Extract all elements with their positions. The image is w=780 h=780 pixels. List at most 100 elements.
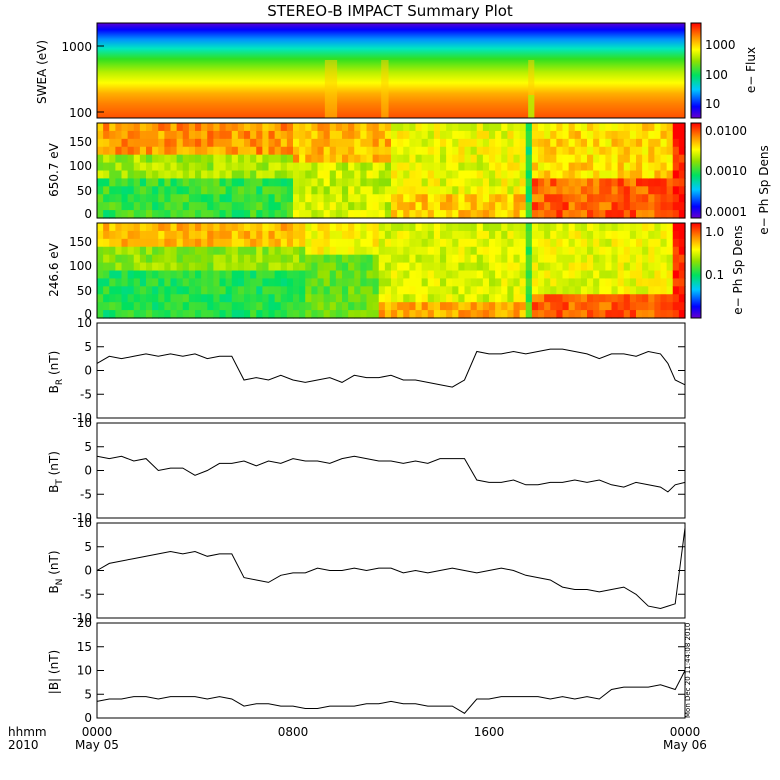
pad650-cells-cell [139,130,147,140]
swea-cbar-tick: 100 [705,68,728,82]
pad246-cells-cell [109,302,116,311]
pad650-cells-cell [366,170,374,180]
pad650-cells-cell [440,194,447,203]
pad650-cells-cell [556,210,564,219]
pad246-cells-cell [299,302,306,311]
pad650-cells-cell [446,162,453,172]
pad650-cells-cell [464,130,472,140]
pad650-cells-cell [348,194,355,203]
pad246-cells-cell [648,246,655,256]
pad650-cells-cell [501,210,508,219]
pad246-cells-cell [593,270,600,280]
pad650-cells-cell [372,178,380,187]
pad650-cells-cell [556,194,564,203]
pad246-cells-cell [115,294,123,303]
pad650-cells-cell [666,146,674,156]
pad650-cells-cell [139,146,147,156]
pad246-cells-cell [378,246,386,256]
pad246-cells-cell [286,223,294,232]
pad246-cells-cell [470,262,478,272]
pad650-cells-cell [593,210,600,219]
pad650-cells-cell [580,154,588,164]
pad246-cells-cell [213,310,221,319]
pad246-cells-cell [507,254,515,264]
pad650-cells-cell [415,210,423,219]
time-tick-label: 0000 [82,725,113,739]
pad246-cells-cell [556,238,564,248]
pad246-cells-cell [593,294,600,303]
pad650-cells-cell [323,146,331,156]
pad246-cells-cell [525,230,533,240]
pad650-cells-cell [489,186,496,195]
pad650-cells-cell [103,123,110,132]
pad246-cells-cell [305,302,312,311]
pad650-cells-cell [384,123,392,132]
pad246-cells-cell [538,302,545,311]
pad650-cells-cell [360,194,368,203]
pad650-cells-cell [121,178,129,187]
pad650-cells-cell [207,194,214,203]
pad246-cells-cell [636,223,643,232]
pad246-cells-cell [642,238,649,248]
pad246-cells-cell [666,254,674,264]
pad246-cells-cell [666,262,674,272]
pad650-cells-cell [127,138,135,148]
pad650-cells-cell [660,194,668,203]
pad650-cells-cell [605,202,613,211]
pad246-cells-cell [593,246,600,256]
pad246-cells-cell [323,278,331,287]
pad246-cells-cell [268,230,276,240]
pad650-cells-cell [513,194,521,203]
pad246-cells-cell [574,246,582,256]
pad650-cells-cell [519,202,527,211]
pad650-cells-cell [121,186,129,195]
pad246-cells-cell [164,278,172,287]
pad650-cells-cell [531,154,539,164]
pad246-cells-cell [519,294,527,303]
pad650-cells-cell [421,138,429,148]
pad650-cells-cell [164,210,172,219]
pad650-cells-cell [139,194,147,203]
pad246-cells-cell [225,278,233,287]
pad246-cells-cell [152,230,159,240]
pad246-cells-cell [476,223,484,232]
pad650-cells-cell [660,178,668,187]
pad246-cells-cell [666,246,674,256]
pad650-cells-cell [250,123,257,132]
pad246-cells-cell [519,238,527,248]
pad650-cells-cell [562,210,570,219]
pad246-cells-cell [250,286,257,295]
pad650-cells-cell [109,170,116,180]
pad246-cells-cell [489,270,496,280]
pad650-cells-cell [274,146,282,156]
pad650-cells-cell [556,154,564,164]
pad246-cells-cell [574,286,582,295]
pad246-cells-cell [201,230,208,240]
pad246-cells-cell [244,310,251,319]
pad246-cells-cell [562,286,570,295]
pad246-cells-cell [152,238,159,248]
pad246-cells-cell [672,310,680,319]
pad246-cells-cell [103,278,110,287]
pad650-cells-cell [286,162,294,172]
pad650-cells-cell [623,178,631,187]
pad650-cells-cell [231,186,239,195]
pad650-cells-cell [660,146,668,156]
pad246-cells-cell [623,270,631,280]
pad246-cells-cell [427,278,435,287]
pad246-cells-cell [115,238,123,248]
bt-ylabel-sub: T [55,479,65,486]
pad246-cells-cell [660,262,668,272]
pad246-cells-cell [268,246,276,256]
pad246-cells-cell [231,238,239,248]
pad246-cells-cell [280,286,288,295]
pad246-cells-cell [672,286,680,295]
pad650-cells-cell [495,202,502,211]
pad650-cells-cell [458,170,466,180]
pad246-cells-cell [372,278,380,287]
pad246-cells-cell [470,270,478,280]
pad246-cells-cell [489,230,496,240]
pad246-cells-cell [660,286,668,295]
pad246-cells-cell [262,254,270,264]
pad650-cells-cell [262,154,270,164]
